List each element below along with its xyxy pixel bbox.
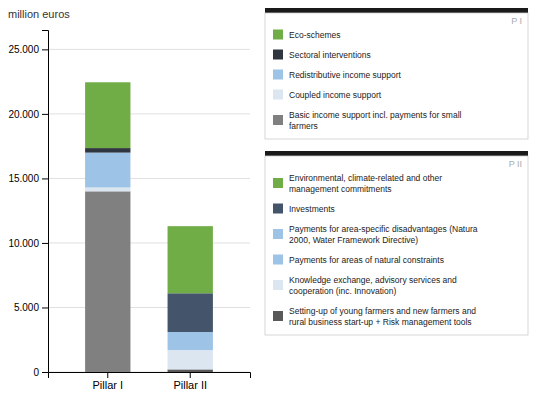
legend-swatch: [273, 229, 283, 239]
legend-header: [265, 151, 528, 156]
legend-label: Coupled income support: [289, 90, 382, 100]
legend-swatch: [273, 178, 283, 188]
grid-line: [48, 113, 250, 114]
legend: P I Eco-schemes Sectoral interventions Redi…: [265, 8, 528, 335]
y-tick-mark: [42, 178, 48, 179]
legend-label: Basic income support incl. payments for …: [289, 110, 462, 131]
bars: [85, 82, 213, 372]
y-tick: 15.000: [8, 173, 48, 184]
bar-segment: [168, 332, 213, 341]
legend-swatch: [273, 311, 283, 321]
y-tick-label: 15.000: [8, 173, 39, 184]
legend-swatch: [273, 70, 283, 80]
legend-panel-label: P I: [511, 16, 522, 26]
legend-box: [265, 13, 528, 139]
legend-label: Redistributive income support: [289, 70, 402, 80]
y-axis-title: million euros: [8, 8, 70, 20]
bar-segment: [168, 293, 213, 332]
y-tick-mark: [42, 372, 48, 373]
legend-swatch: [273, 115, 283, 125]
grid-line: [48, 49, 250, 50]
legend-swatch: [273, 280, 283, 290]
grid-line: [48, 178, 250, 179]
y-tick-label: 20.000: [8, 109, 39, 120]
y-tick-label: 25.000: [8, 44, 39, 55]
y-axis: 0 5.000 10.000 15.000 20.000 25.000: [8, 31, 48, 378]
legend-swatch: [273, 255, 283, 265]
legend-label: Payments for area-specific disadvantages…: [289, 224, 478, 245]
x-tick-label: Pillar II: [173, 379, 207, 391]
legend-panel-label: P II: [509, 159, 522, 169]
legend-header: [265, 8, 528, 13]
grid-line: [48, 242, 250, 243]
x-tick: Pillar II: [173, 372, 207, 391]
y-tick: 25.000: [8, 44, 48, 55]
legend-swatch: [273, 50, 283, 60]
legend-panel: P I Eco-schemes Sectoral interventions Redi…: [265, 13, 528, 139]
legend-label: Investments: [289, 204, 335, 214]
x-tick-mark: [190, 372, 191, 378]
y-tick-label: 5.000: [14, 302, 39, 313]
legend-label: Eco-schemes: [289, 30, 341, 40]
x-tick-label: Pillar I: [92, 379, 123, 391]
x-axis: Pillar I Pillar II: [49, 372, 251, 391]
legend-label: Knowledge exchange, advisory services an…: [289, 275, 457, 296]
y-tick: 10.000: [8, 238, 48, 249]
y-tick: 5.000: [14, 302, 48, 313]
bar-segment: [168, 341, 213, 350]
y-tick-mark: [42, 49, 48, 50]
grid-line: [48, 307, 250, 308]
legend-swatch: [273, 30, 283, 40]
bar-segment: [85, 153, 130, 188]
x-tick: Pillar I: [92, 372, 123, 391]
legend-label: Environmental, climate-related and other…: [289, 173, 442, 194]
bar-segment: [85, 187, 130, 191]
bar-segment: [85, 191, 130, 372]
legend-label: Payments for areas of natural constraint…: [289, 255, 444, 265]
bar-segment: [168, 350, 213, 369]
y-tick-mark: [42, 243, 48, 244]
bar-segment: [85, 82, 130, 148]
y-tick-label: 10.000: [8, 238, 39, 249]
y-tick-label: 0: [33, 367, 39, 378]
legend-label: Setting-up of young farmers and new farm…: [289, 306, 476, 327]
chart: 05.00010.00015.00020.00025.000Pillar IPi…: [0, 0, 534, 400]
y-tick: 20.000: [8, 109, 48, 120]
y-tick-mark: [42, 114, 48, 115]
legend-swatch: [273, 204, 283, 214]
y-axis-line: [42, 31, 49, 373]
bar-segment: [168, 226, 213, 293]
x-axis-line: [49, 373, 251, 379]
y-tick: 0: [33, 367, 48, 378]
legend-box: [265, 156, 528, 335]
bar-segment: [168, 369, 213, 372]
legend-label: Sectoral interventions: [289, 50, 371, 60]
y-tick-mark: [42, 307, 48, 308]
grid: [48, 49, 250, 372]
legend-swatch: [273, 90, 283, 100]
legend-panel: P II Environmental, climate-related and o…: [265, 156, 528, 335]
bar-segment: [85, 148, 130, 153]
x-tick-mark: [107, 372, 108, 378]
